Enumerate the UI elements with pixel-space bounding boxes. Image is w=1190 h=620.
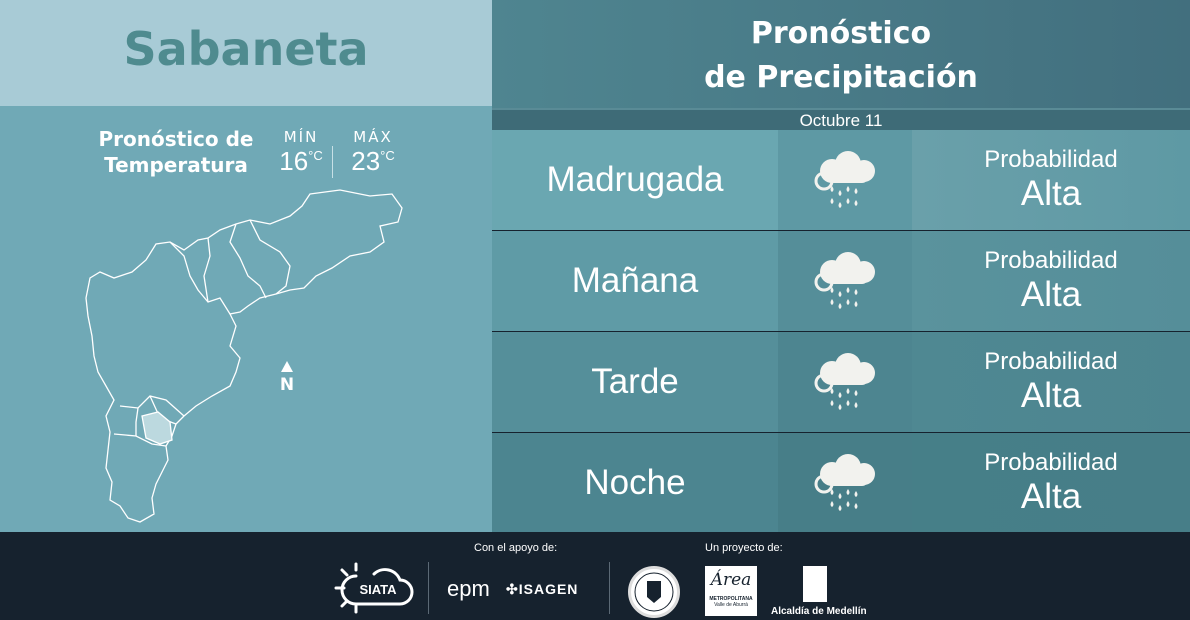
max-label: MÁX [353, 128, 393, 146]
temperature-title-line2: Temperatura [104, 153, 248, 177]
epm-logo: epm [447, 576, 490, 601]
sabaneta-highlight [141, 411, 173, 445]
probability-cell: Probabilidad Alta [912, 130, 1190, 230]
cloud-rain-icon [778, 433, 912, 533]
min-label: MÍN [283, 128, 319, 146]
isagen-logo: ✣ISAGEN [506, 581, 578, 598]
area-line2: Valle de Aburrá [714, 602, 748, 608]
municipality-map: N [85, 189, 403, 523]
temperature-title: Pronóstico de Temperatura [96, 126, 256, 178]
max-value: 23 [351, 146, 381, 176]
unit: °C [380, 148, 395, 163]
period-label: Tarde [492, 332, 778, 432]
location-header: Sabaneta [0, 0, 492, 106]
probability-level: Alta [1020, 174, 1082, 213]
area-script: Área [710, 570, 752, 590]
area-line1: METROPOLITANA [709, 596, 753, 602]
precipitation-header: Pronóstico de Precipitación [492, 0, 1190, 108]
min-temperature: MÍN 16°C [266, 128, 336, 177]
precipitation-title-line1: Pronóstico [750, 16, 932, 51]
probability-label: Probabilidad [984, 348, 1118, 375]
forecast-row-manana: Mañana Probabilidad Alta [492, 231, 1190, 331]
divider [609, 562, 610, 614]
period-label: Mañana [492, 231, 778, 331]
max-temperature: MÁX 23°C [338, 128, 408, 177]
probability-cell: Probabilidad Alta [912, 231, 1190, 331]
forecast-row-tarde: Tarde Probabilidad Alta [492, 332, 1190, 432]
precipitation-title-line2: de Precipitación [704, 60, 978, 95]
precipitation-title: Pronóstico de Precipitación [492, 12, 1190, 100]
siata-logo: SIATA [334, 562, 416, 619]
probability-cell: Probabilidad Alta [912, 433, 1190, 533]
isagen-text: ISAGEN [518, 581, 579, 597]
forecast-row-madrugada: Madrugada Probabilidad Alta [492, 130, 1190, 230]
period-label: Noche [492, 433, 778, 533]
location-name: Sabaneta [123, 22, 369, 76]
divider [428, 562, 429, 614]
cloud-rain-icon [778, 130, 912, 230]
probability-cell: Probabilidad Alta [912, 332, 1190, 432]
north-label: N [280, 375, 294, 395]
forecast-table: Madrugada Probabilidad Alta Mañana Probabi… [492, 130, 1190, 533]
divider [332, 146, 333, 178]
area-metropolitana-logo: Área METROPOLITANA Valle de Aburrá [705, 566, 757, 616]
probability-label: Probabilidad [984, 449, 1118, 476]
probability-level: Alta [1020, 275, 1082, 314]
temperature-panel: Pronóstico de Temperatura MÍN 16°C MÁX 23°C… [0, 106, 492, 532]
cloud-rain-icon [778, 231, 912, 331]
probability-label: Probabilidad [984, 146, 1118, 173]
probability-level: Alta [1020, 376, 1082, 415]
siata-text: SIATA [359, 582, 397, 597]
antioquia-seal-icon [628, 566, 680, 618]
support-label: Con el apoyo de: [474, 542, 558, 554]
footer: Con el apoyo de: Un proyecto de: SIATA e… [0, 532, 1190, 620]
probability-level: Alta [1020, 477, 1082, 516]
forecast-row-noche: Noche Probabilidad Alta [492, 433, 1190, 533]
temperature-title-line1: Pronóstico de [98, 127, 254, 151]
alcaldia-label: Alcaldía de Medellín [771, 606, 867, 617]
cloud-rain-icon [778, 332, 912, 432]
unit: °C [308, 148, 323, 163]
period-label: Madrugada [492, 130, 778, 230]
probability-label: Probabilidad [984, 247, 1118, 274]
north-arrow-icon [281, 361, 293, 372]
medellin-shield-icon [803, 566, 827, 602]
forecast-date: Octubre 11 [492, 108, 1190, 130]
isagen-icon: ✣ [506, 581, 519, 597]
min-value: 16 [279, 146, 309, 176]
project-label: Un proyecto de: [705, 542, 783, 554]
